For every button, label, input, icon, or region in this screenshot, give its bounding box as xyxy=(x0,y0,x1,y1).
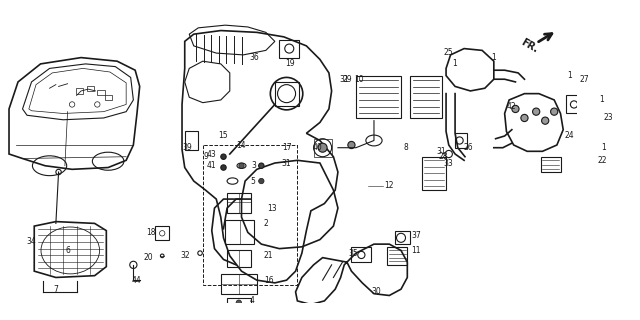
Text: 43: 43 xyxy=(207,149,217,158)
Text: 30: 30 xyxy=(372,287,381,296)
Text: 29: 29 xyxy=(342,75,352,84)
Text: 1: 1 xyxy=(602,143,606,152)
Text: 35: 35 xyxy=(348,249,358,258)
Text: 39: 39 xyxy=(182,143,192,152)
Text: 12: 12 xyxy=(385,181,394,190)
Text: 24: 24 xyxy=(564,132,574,140)
Text: 1: 1 xyxy=(492,53,496,62)
Circle shape xyxy=(221,165,226,170)
Text: 8: 8 xyxy=(403,143,408,152)
Circle shape xyxy=(259,178,264,184)
Circle shape xyxy=(521,114,528,122)
Circle shape xyxy=(550,108,558,115)
Text: 6: 6 xyxy=(65,246,70,255)
Text: 31: 31 xyxy=(282,158,291,168)
Text: FR.: FR. xyxy=(518,37,540,55)
Text: 31: 31 xyxy=(339,75,349,84)
Circle shape xyxy=(532,108,540,115)
Text: 2: 2 xyxy=(264,219,268,228)
Text: 40: 40 xyxy=(312,143,322,152)
Text: 10: 10 xyxy=(354,75,364,84)
Text: 18: 18 xyxy=(147,228,156,237)
Text: 15: 15 xyxy=(219,132,228,140)
Circle shape xyxy=(318,143,327,152)
Circle shape xyxy=(236,300,241,305)
Circle shape xyxy=(541,117,548,124)
Text: 7: 7 xyxy=(53,285,58,294)
Circle shape xyxy=(221,154,226,159)
Text: 14: 14 xyxy=(237,140,246,149)
Circle shape xyxy=(348,141,355,148)
Text: 31: 31 xyxy=(436,147,446,156)
Circle shape xyxy=(636,205,640,216)
Text: 21: 21 xyxy=(264,251,273,260)
Circle shape xyxy=(239,163,244,168)
Text: 11: 11 xyxy=(412,246,421,255)
Text: 1: 1 xyxy=(600,95,604,104)
Text: 4: 4 xyxy=(250,296,255,305)
Text: 26: 26 xyxy=(464,143,474,152)
Text: 27: 27 xyxy=(579,75,589,84)
Text: 3: 3 xyxy=(252,161,257,170)
Circle shape xyxy=(512,105,519,113)
Text: 32: 32 xyxy=(180,251,189,260)
Text: 19: 19 xyxy=(285,60,295,68)
Text: 25: 25 xyxy=(444,48,454,57)
Text: 1: 1 xyxy=(567,71,572,80)
Text: 41: 41 xyxy=(207,161,216,170)
Text: 22: 22 xyxy=(597,156,607,165)
Text: 36: 36 xyxy=(249,53,259,62)
Text: 5: 5 xyxy=(250,177,255,186)
Text: 9: 9 xyxy=(203,152,208,161)
Text: 34: 34 xyxy=(27,237,36,246)
Text: 17: 17 xyxy=(282,143,291,152)
Text: 1: 1 xyxy=(452,60,456,68)
Text: 13: 13 xyxy=(268,204,277,212)
Text: 28: 28 xyxy=(438,152,448,161)
Text: 44: 44 xyxy=(132,276,142,285)
Text: 33: 33 xyxy=(444,158,454,168)
Text: 20: 20 xyxy=(144,253,154,262)
Text: 16: 16 xyxy=(264,276,273,285)
Text: 42: 42 xyxy=(507,102,516,111)
Text: 37: 37 xyxy=(412,231,421,240)
Circle shape xyxy=(259,163,264,168)
Text: 23: 23 xyxy=(604,114,613,123)
